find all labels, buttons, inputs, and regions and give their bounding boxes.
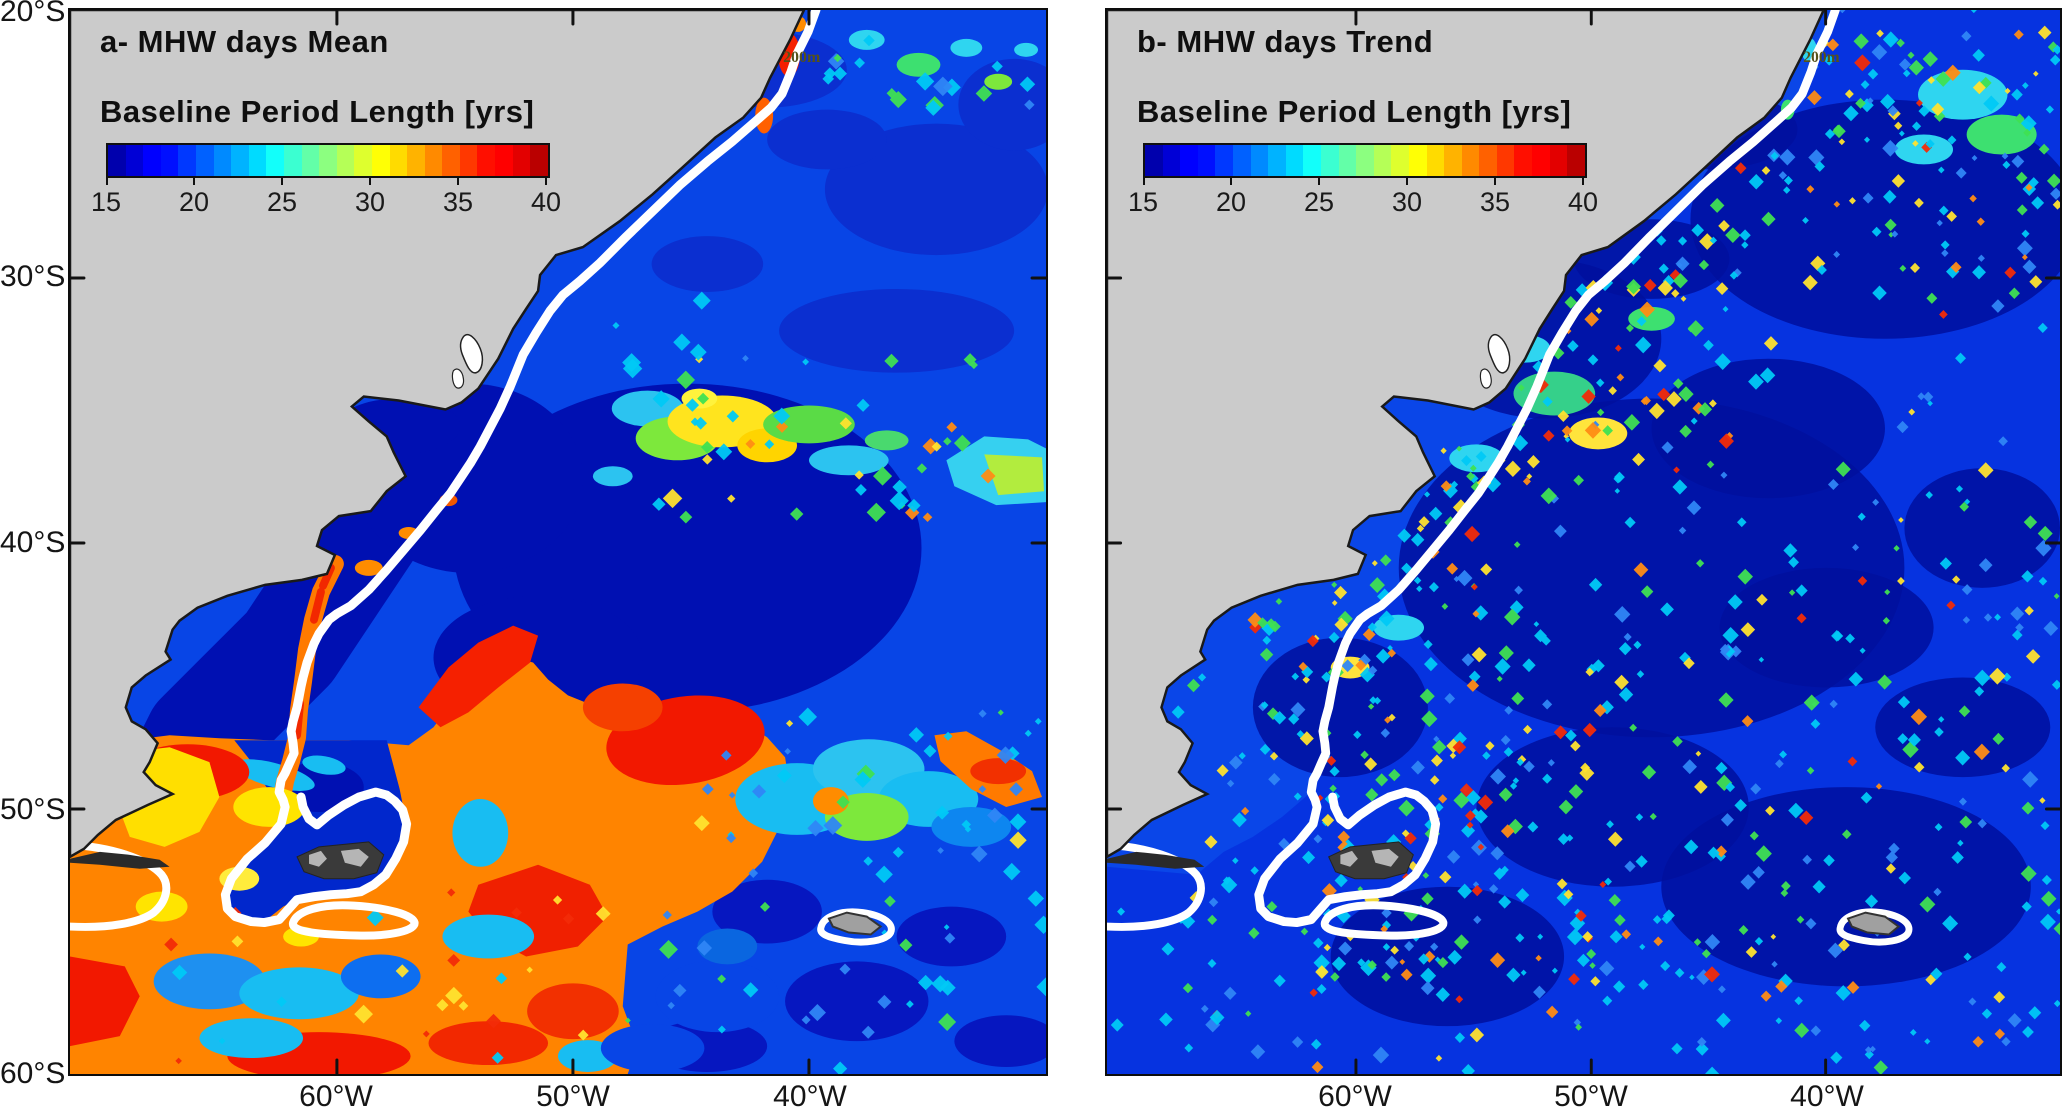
colorbar-segment (143, 145, 161, 176)
colorbar-segment (178, 145, 196, 176)
colorbar-segment (1232, 145, 1251, 176)
colorbar-segment (1285, 145, 1304, 176)
colorbar-segment (1514, 145, 1533, 176)
colorbar-segment (1426, 145, 1445, 176)
lon-tick-label: 60°W (1318, 1080, 1392, 1113)
colorbar-tick (1494, 177, 1496, 185)
lon-tick-label: 50°W (1554, 1080, 1628, 1113)
lon-tick-label: 40°W (773, 1080, 847, 1113)
colorbar-segment (1408, 145, 1427, 176)
colorbar-segment (301, 145, 320, 176)
lat-tick-label: 30°S (0, 260, 66, 293)
colorbar-segment (442, 145, 460, 176)
panel-b-colorbar-label: Baseline Period Length [yrs] (1137, 94, 1572, 129)
colorbar-tick (281, 177, 283, 185)
colorbar-segment (231, 145, 249, 176)
colorbar-segment (1303, 145, 1321, 176)
panel-a-colorbar (106, 143, 550, 178)
colorbar-segment (389, 145, 408, 176)
colorbar-tick-label: 20 (1215, 187, 1247, 217)
colorbar-tick (457, 177, 459, 185)
colorbar-segment (1549, 145, 1568, 176)
lon-tick-label: 60°W (299, 1080, 373, 1113)
colorbar-tick-label: 15 (1127, 187, 1159, 217)
lat-tick-label: 60°S (0, 1057, 66, 1090)
colorbar-tick-label: 25 (1303, 187, 1335, 217)
colorbar-tick (193, 177, 195, 185)
colorbar-segment (1496, 145, 1515, 176)
colorbar-segment (354, 145, 372, 176)
colorbar-segment (195, 145, 214, 176)
map-canvas-a: 200m (70, 10, 1046, 1074)
colorbar-segment (108, 145, 126, 176)
colorbar-tick-label: 40 (1567, 187, 1599, 217)
colorbar-segment (1215, 145, 1233, 176)
lon-tick-label: 50°W (536, 1080, 610, 1113)
colorbar-tick (1230, 177, 1232, 185)
map-panel-a: 200m a- MHW days Mean Baseline Period Le… (68, 8, 1048, 1076)
panel-a-colorbar-label: Baseline Period Length [yrs] (100, 94, 535, 129)
colorbar-segment (424, 145, 443, 176)
colorbar-segment (1444, 145, 1462, 176)
colorbar-segment (1180, 145, 1198, 176)
colorbar-tick-label: 35 (442, 187, 474, 217)
colorbar-tick (1318, 177, 1320, 185)
colorbar-tick (369, 177, 371, 185)
isobath-label: 200m (1803, 49, 1839, 66)
colorbar-segment (125, 145, 144, 176)
colorbar-segment (1268, 145, 1286, 176)
colorbar-segment (336, 145, 355, 176)
colorbar-segment (1320, 145, 1339, 176)
colorbar-segment (512, 145, 531, 176)
colorbar-tick (545, 177, 547, 185)
colorbar-segment (1162, 145, 1181, 176)
map-canvas-b: 200m (1107, 10, 2060, 1074)
colorbar-tick (1143, 177, 1145, 185)
colorbar-segment (319, 145, 337, 176)
colorbar-segment (1391, 145, 1409, 176)
colorbar-tick (1582, 177, 1584, 185)
lat-tick-label: 50°S (0, 793, 66, 826)
colorbar-segment (1461, 145, 1480, 176)
colorbar-tick (106, 177, 108, 185)
panel-b-colorbar (1143, 143, 1587, 178)
panel-a-title: a- MHW days Mean (100, 24, 389, 59)
map-panel-b: 200m b- MHW days Trend Baseline Period L… (1105, 8, 2062, 1076)
colorbar-segment (495, 145, 513, 176)
colorbar-tick-label: 25 (266, 187, 298, 217)
colorbar-tick (1406, 177, 1408, 185)
colorbar-tick-label: 20 (178, 187, 210, 217)
colorbar-tick-label: 40 (530, 187, 562, 217)
colorbar-tick-label: 30 (354, 187, 386, 217)
colorbar-segment (1479, 145, 1497, 176)
colorbar-segment (530, 145, 548, 176)
colorbar-segment (283, 145, 302, 176)
colorbar-segment (459, 145, 478, 176)
colorbar-segment (1197, 145, 1216, 176)
colorbar-segment (1145, 145, 1163, 176)
panel-b-title: b- MHW days Trend (1137, 24, 1434, 59)
colorbar-segment (407, 145, 425, 176)
colorbar-segment (1567, 145, 1585, 176)
colorbar-segment (160, 145, 179, 176)
colorbar-segment (266, 145, 284, 176)
colorbar-segment (1532, 145, 1550, 176)
lat-tick-label: 20°S (0, 0, 66, 28)
colorbar-segment (248, 145, 267, 176)
colorbar-segment (213, 145, 232, 176)
colorbar-tick-label: 15 (90, 187, 122, 217)
lat-tick-label: 40°S (0, 526, 66, 559)
colorbar-segment (1250, 145, 1269, 176)
colorbar-tick-label: 30 (1391, 187, 1423, 217)
isobath-label: 200m (783, 49, 820, 66)
colorbar-segment (1338, 145, 1357, 176)
colorbar-segment (477, 145, 496, 176)
colorbar-segment (1373, 145, 1392, 176)
lon-tick-label: 40°W (1790, 1080, 1864, 1113)
colorbar-segment (1356, 145, 1374, 176)
colorbar-segment (371, 145, 390, 176)
colorbar-tick-label: 35 (1479, 187, 1511, 217)
